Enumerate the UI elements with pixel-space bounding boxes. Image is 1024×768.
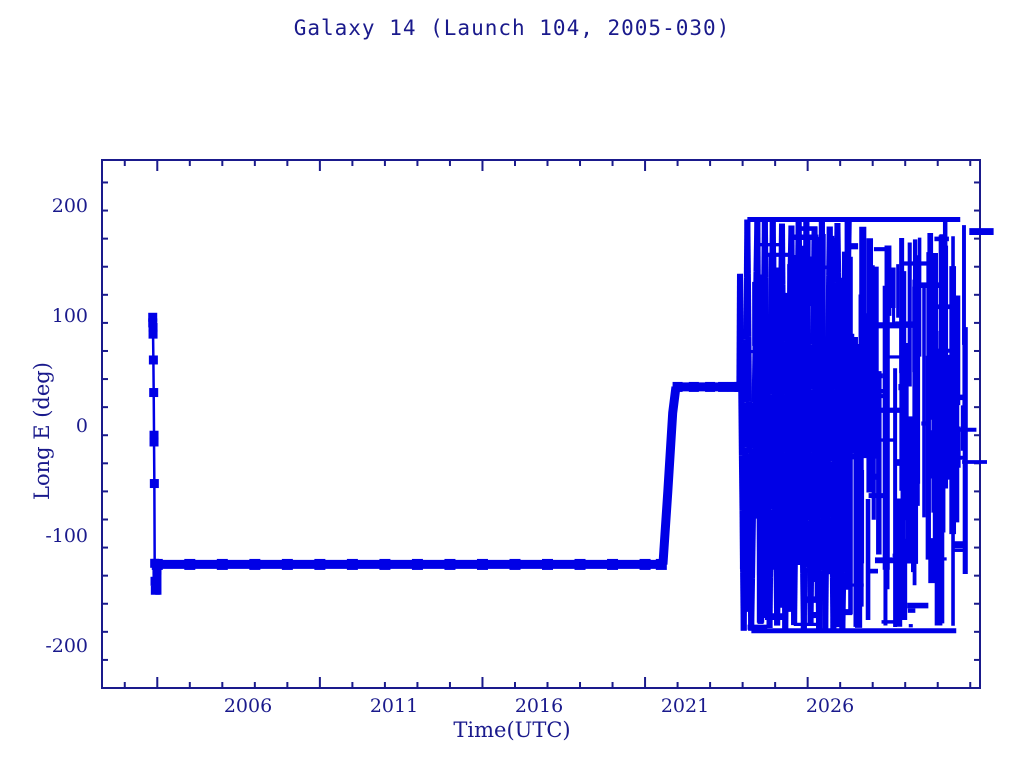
- chart-title: Galaxy 14 (Launch 104, 2005-030): [293, 16, 731, 40]
- axis-frame: [101, 159, 981, 689]
- y-tick-label-100: 100: [51, 305, 88, 327]
- y-tick-label-neg100: -100: [45, 525, 88, 547]
- x-tick-label-2021: 2021: [660, 695, 710, 717]
- y-tick-label-neg200: -200: [45, 635, 88, 657]
- x-tick-label-2006: 2006: [223, 695, 273, 717]
- x-tick-label-2026: 2026: [805, 695, 855, 717]
- x-axis-label: Time(UTC): [453, 718, 571, 742]
- y-tick-label-0: 0: [75, 415, 88, 437]
- data-series-longitude: [148, 217, 994, 634]
- x-tick-label-2016: 2016: [514, 695, 564, 717]
- x-tick-label-2011: 2011: [369, 695, 419, 717]
- y-tick-label-200: 200: [51, 195, 88, 217]
- axis-tick-marks: [102, 160, 980, 689]
